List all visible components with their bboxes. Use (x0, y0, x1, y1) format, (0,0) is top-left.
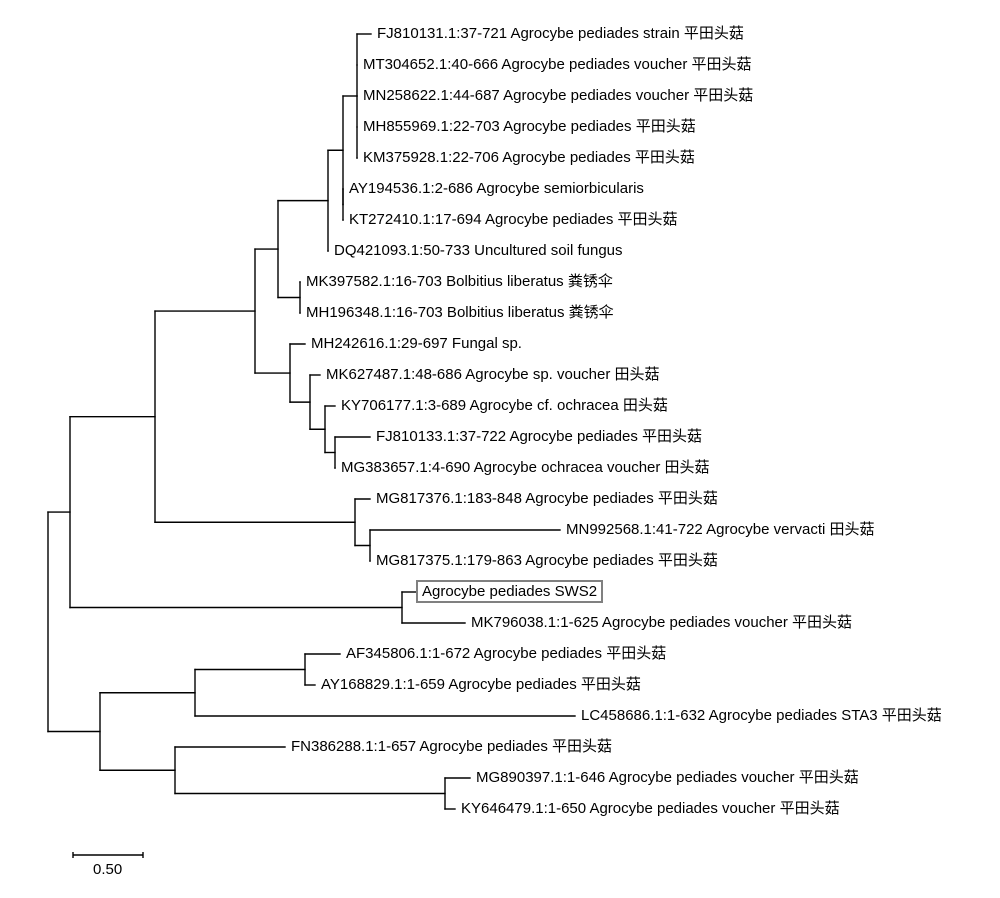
scale-bar-label: 0.50 (93, 861, 122, 878)
phylo-tree-figure: FJ810131.1:37-721 Agrocybe pediades stra… (0, 0, 1000, 898)
scale-bar (0, 0, 1000, 898)
